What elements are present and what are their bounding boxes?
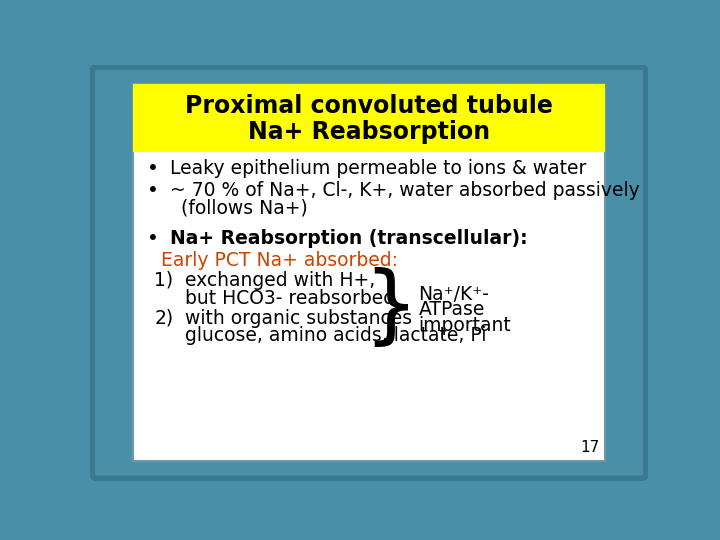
Text: Early PCT Na+ absorbed:: Early PCT Na+ absorbed: bbox=[161, 251, 397, 270]
Text: important: important bbox=[418, 315, 511, 335]
FancyBboxPatch shape bbox=[132, 84, 606, 152]
Text: exchanged with H+,: exchanged with H+, bbox=[185, 271, 376, 290]
Text: ~ 70 % of Na+, Cl-, K+, water absorbed passively: ~ 70 % of Na+, Cl-, K+, water absorbed p… bbox=[170, 181, 639, 200]
Text: •: • bbox=[147, 181, 158, 200]
Text: glucose, amino acids, lactate, Pi: glucose, amino acids, lactate, Pi bbox=[185, 326, 487, 346]
Text: Leaky epithelium permeable to ions & water: Leaky epithelium permeable to ions & wat… bbox=[170, 159, 586, 178]
Text: •: • bbox=[147, 230, 158, 248]
FancyBboxPatch shape bbox=[92, 67, 646, 478]
Text: 2): 2) bbox=[154, 309, 174, 328]
Text: 17: 17 bbox=[580, 440, 599, 455]
Text: 1): 1) bbox=[154, 271, 174, 290]
Text: (follows Na+): (follows Na+) bbox=[181, 199, 307, 218]
Text: with organic substances: with organic substances bbox=[185, 309, 413, 328]
Text: but HCO3- reabsorbed: but HCO3- reabsorbed bbox=[185, 288, 395, 308]
Text: Na+ Reabsorption: Na+ Reabsorption bbox=[248, 120, 490, 144]
Text: Na+ Reabsorption (transcellular):: Na+ Reabsorption (transcellular): bbox=[170, 230, 528, 248]
Text: ATPase: ATPase bbox=[418, 300, 485, 319]
Text: Proximal convoluted tubule: Proximal convoluted tubule bbox=[185, 93, 553, 118]
Text: }: } bbox=[364, 267, 418, 349]
Text: •: • bbox=[147, 159, 158, 178]
Text: Na⁺/K⁺-: Na⁺/K⁺- bbox=[418, 285, 490, 304]
FancyBboxPatch shape bbox=[132, 84, 606, 461]
